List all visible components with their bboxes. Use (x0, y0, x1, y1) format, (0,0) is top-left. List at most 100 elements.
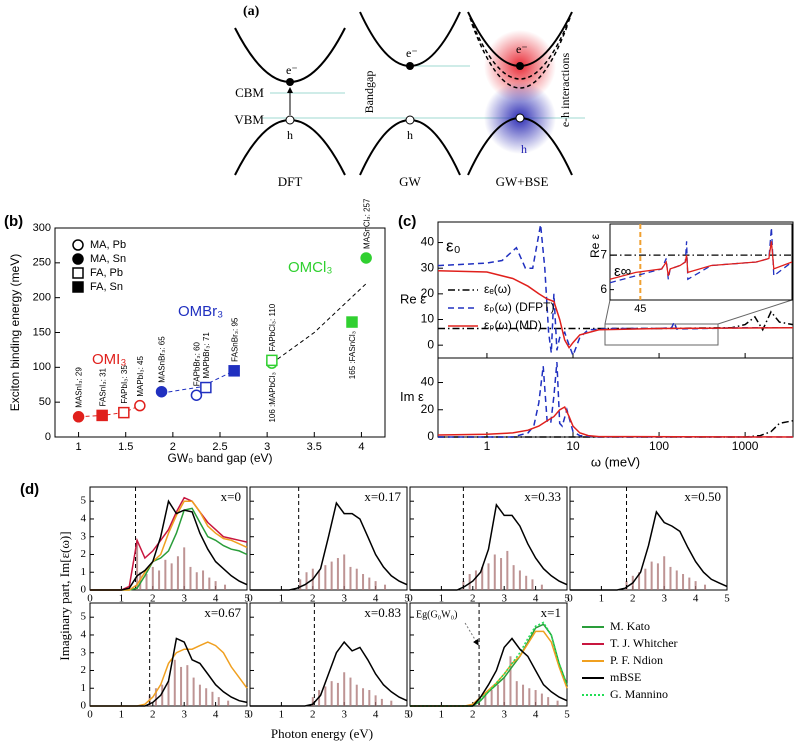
bar (540, 584, 543, 590)
series-line (410, 621, 568, 707)
marker (72, 253, 84, 265)
legend-label: T. J. Whitcher (610, 636, 678, 650)
x-axis-label: Photon energy (eV) (271, 726, 373, 741)
plot-frame (249, 602, 408, 707)
y-tick-label: 2 (81, 548, 87, 560)
x-tick-label: 3 (181, 709, 187, 721)
bar (694, 581, 697, 590)
bar (299, 579, 302, 590)
x-tick-label: 0 (407, 709, 413, 721)
electron-label: e⁻ (516, 42, 528, 56)
y-tick-label: 30 (421, 260, 435, 274)
y-tick-label: 20 (421, 286, 435, 300)
x-tick-label: 1 (279, 593, 285, 605)
value-label: 106 :MAPbCl₃ (268, 372, 277, 422)
zoom-connector (717, 299, 793, 325)
x-tick-label: 3 (181, 593, 187, 605)
y-tick-label: 40 (421, 235, 435, 249)
series-line (410, 623, 568, 707)
x-tick-label: 0 (247, 709, 253, 721)
bar (474, 570, 477, 590)
bar (343, 554, 346, 590)
x-tick-label: 4 (693, 593, 699, 605)
bar (205, 688, 208, 706)
x-tick-label: 2.5 (212, 441, 227, 453)
hole-label: h (521, 142, 527, 156)
bar (343, 672, 346, 706)
bar (362, 574, 365, 590)
legend-label: mBSE (610, 670, 641, 684)
bar (509, 656, 512, 706)
marker (190, 389, 203, 401)
bar (515, 681, 518, 706)
bar (224, 584, 227, 590)
bar (374, 581, 377, 590)
series-line (410, 502, 568, 591)
bar (192, 677, 195, 706)
x-tick-label: 5 (724, 593, 730, 605)
x-tick-label: 1 (119, 593, 125, 605)
value-label: 165 :FASnCl₃ (348, 331, 357, 379)
bar (390, 700, 393, 706)
trend-line (271, 283, 367, 364)
legend-label: M. Kato (610, 619, 650, 633)
y-tick-label: 5 (81, 611, 87, 623)
x-tick-label: 2 (310, 593, 316, 605)
legend-label: εₚ(ω) (MD) (484, 318, 542, 332)
x-tick-label: 2 (170, 441, 176, 453)
x-tick-label: 3 (501, 709, 507, 721)
x-tick-label: 1 (76, 441, 82, 453)
group-label: OMBr₃ (178, 303, 223, 320)
panel-label: (d) (20, 481, 39, 498)
series-line (410, 630, 568, 707)
hole-label: h (287, 128, 293, 142)
value-label: MAPbBr₃: 71 (202, 332, 211, 379)
panel-label: (b) (4, 213, 23, 230)
series-line (437, 270, 794, 350)
x-tick-label: 3 (501, 593, 507, 605)
x-tick-label: 5 (564, 709, 570, 721)
series-line (90, 637, 248, 707)
y-tick-label: 3 (81, 646, 87, 658)
method-label: GW+BSE (496, 174, 549, 189)
x-tick-label: 1 (599, 593, 605, 605)
annotation: ε₀ (446, 236, 461, 255)
bound-band (471, 23, 569, 89)
bar (368, 690, 371, 706)
y-tick-label: 0 (81, 584, 87, 596)
bar (374, 695, 377, 706)
bar (154, 688, 157, 706)
y-axis-label: Imaginary part, Im[ε(ω)] (57, 531, 72, 660)
bar (704, 584, 707, 590)
series-line (570, 510, 728, 591)
panel-label: (c) (398, 213, 416, 230)
bar (362, 688, 365, 706)
subplot-title: x=0.17 (364, 489, 401, 504)
bar (195, 572, 198, 590)
bar (324, 565, 327, 590)
inset-frame (609, 223, 793, 301)
bar (484, 693, 487, 706)
subplot-title: x=0 (221, 489, 241, 504)
bar (318, 570, 321, 590)
x-tick-label: 2 (150, 709, 156, 721)
bar (644, 568, 647, 590)
bar (214, 581, 217, 590)
bar (493, 554, 496, 590)
bar (368, 577, 371, 590)
annotation-arrow (464, 622, 479, 646)
bar (311, 697, 314, 706)
y-tick-label: 50 (39, 396, 51, 408)
group-label: OMCl₃ (288, 259, 332, 276)
method-label: GW (399, 174, 421, 189)
bound-band (469, 17, 571, 80)
x-tick-label: 4 (533, 593, 539, 605)
x-tick-label: 1 (119, 709, 125, 721)
bar (355, 684, 358, 706)
interaction-label: e-h interactions (558, 53, 572, 128)
x-tick-label: 3.5 (307, 441, 322, 453)
bar (682, 574, 685, 590)
marker (118, 406, 130, 419)
y-tick-label: 0 (45, 431, 51, 443)
